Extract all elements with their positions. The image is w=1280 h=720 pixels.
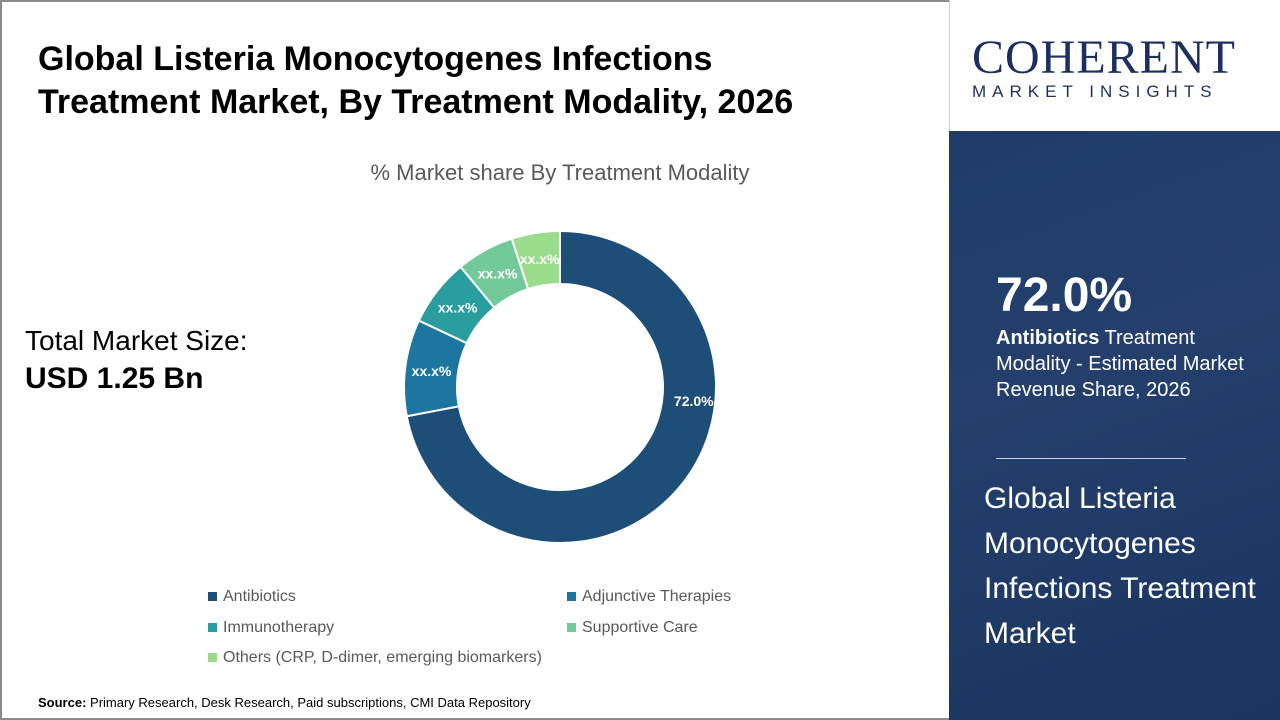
chart-title: % Market share By Treatment Modality xyxy=(370,160,750,185)
logo-tagline: MARKET INSIGHTS xyxy=(972,82,1218,101)
divider xyxy=(996,458,1186,459)
data-label: xx.x% xyxy=(438,300,478,316)
donut-chart: 72.0%xx.x%xx.x%xx.x%xx.x% xyxy=(403,229,717,544)
logo: COHERENT MARKET INSIGHTS xyxy=(949,0,1280,131)
legend-label: Others (CRP, D-dimer, emerging biomarker… xyxy=(223,649,542,666)
legend-item: Supportive Care xyxy=(567,619,698,637)
legend-swatch xyxy=(567,592,576,601)
data-label: xx.x% xyxy=(520,251,560,267)
legend-item: Adjunctive Therapies xyxy=(567,588,731,606)
data-label: xx.x% xyxy=(412,363,452,379)
legend-label: Supportive Care xyxy=(582,619,698,636)
legend-item: Immunotherapy xyxy=(208,619,334,637)
slice-others xyxy=(510,229,561,291)
total-market-value: USD 1.25 Bn xyxy=(25,362,204,395)
legend-swatch xyxy=(208,592,217,601)
legend-label: Adjunctive Therapies xyxy=(582,588,732,605)
logo-word: COHERENT xyxy=(972,31,1236,84)
source-label: Source: xyxy=(38,695,87,710)
highlight-value: 72.0% xyxy=(996,269,1133,322)
page-title: Global Listeria Monocytogenes Infections… xyxy=(38,38,943,123)
slice-antibiotics xyxy=(405,229,717,544)
legend-swatch xyxy=(208,653,217,662)
legend-label: Antibiotics xyxy=(223,588,296,605)
data-label: 72.0% xyxy=(674,393,714,409)
legend-swatch xyxy=(567,623,576,632)
total-market-label: Total Market Size: xyxy=(25,325,248,356)
title-line-2: Treatment Market, By Treatment Modality,… xyxy=(38,82,794,121)
legend-item: Others (CRP, D-dimer, emerging biomarker… xyxy=(208,649,542,667)
right-title: Global Listeria Monocytogenes Infections… xyxy=(984,482,1256,650)
data-label: xx.x% xyxy=(478,266,518,282)
highlight-segment: Antibiotics xyxy=(996,327,1100,349)
legend-label: Immunotherapy xyxy=(223,619,335,636)
highlight-text: Treatment Modality - Estimated Market Re… xyxy=(996,327,1244,401)
title-line-1: Global Listeria Monocytogenes Infections xyxy=(38,40,713,78)
source-text: Primary Research, Desk Research, Paid su… xyxy=(86,695,531,710)
source-note: Source: Primary Research, Desk Research,… xyxy=(38,695,531,710)
legend-swatch xyxy=(208,623,217,632)
highlight-description: Antibiotics Treatment Modality - Estimat… xyxy=(996,325,1256,403)
legend-item: Antibiotics xyxy=(208,588,296,606)
